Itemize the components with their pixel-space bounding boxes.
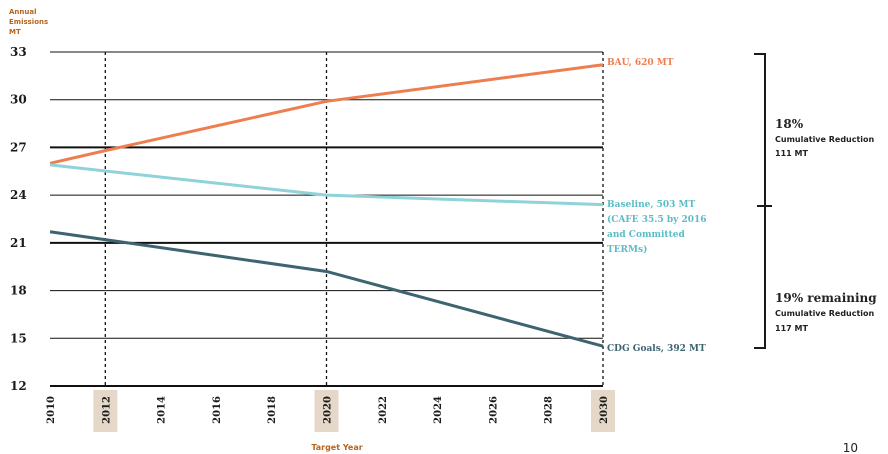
annotation-baseline-line-1: Baseline, 503 MT xyxy=(607,200,695,210)
series-line-cdg-goals xyxy=(49,230,604,348)
annotation-baseline-line-3: and Committed xyxy=(607,230,685,240)
x-tick-label-2026: 2026 xyxy=(488,396,499,424)
bracket-line xyxy=(754,53,766,349)
lower-reduction-label: Cumulative Reduction xyxy=(775,309,875,318)
y-tick-labels: 12 15 18 21 24 27 30 33 xyxy=(10,45,27,393)
x-tick-label-2024: 2024 xyxy=(433,396,444,424)
reference-year-lines xyxy=(104,52,604,386)
y-tick-label-27: 27 xyxy=(10,140,27,154)
x-tick-label-2012: 2012 xyxy=(101,396,112,424)
x-tick-label-2030: 2030 xyxy=(599,396,610,424)
y-tick-label-12: 12 xyxy=(10,379,27,393)
upper-reduction-label: Cumulative Reduction xyxy=(775,135,875,144)
upper-reduction-percent: 18% xyxy=(775,117,804,131)
highlight-box-2020 xyxy=(314,390,339,432)
series-annotations: BAU, 620 MT Baseline, 503 MT (CAFE 35.5 by… xyxy=(607,58,707,354)
y-tick-label-30: 30 xyxy=(10,93,27,107)
highlight-box-2030 xyxy=(591,390,615,432)
x-tick-label-2010: 2010 xyxy=(46,396,57,424)
page-number: 10 xyxy=(843,441,858,454)
annotation-baseline-line-2: (CAFE 35.5 by 2016 xyxy=(607,214,707,225)
y-tick-label-21: 21 xyxy=(10,236,27,250)
annotation-baseline-line-4: TERMs) xyxy=(607,244,647,255)
x-tick-label-2016: 2016 xyxy=(212,396,223,424)
annotation-cdg-line-1: CDG Goals, 392 MT xyxy=(607,344,706,354)
upper-reduction-value: 111 MT xyxy=(775,149,808,158)
y-tick-label-15: 15 xyxy=(10,331,27,345)
series-line-bau xyxy=(49,63,604,165)
y-tick-label-24: 24 xyxy=(10,188,27,202)
x-tick-label-2028: 2028 xyxy=(544,396,555,424)
x-tick-label-2022: 2022 xyxy=(378,396,389,424)
series-lines xyxy=(49,63,604,348)
y-axis-title-line-1: Annual xyxy=(9,8,37,16)
x-tick-label-2020: 2020 xyxy=(323,396,334,424)
highlighted-year-boxes xyxy=(93,390,615,432)
lower-reduction-value: 117 MT xyxy=(775,324,808,333)
lower-reduction-percent: 19% remaining xyxy=(775,291,877,305)
x-tick-label-2018: 2018 xyxy=(267,396,278,424)
x-tick-labels: 2010 2012 2014 2016 2018 2020 2022 2024 2026 2028… xyxy=(46,396,610,424)
y-axis-title-line-3: MT xyxy=(9,28,21,36)
y-tick-label-18: 18 xyxy=(10,284,27,298)
x-axis-title: Target Year xyxy=(311,443,362,452)
series-line-baseline xyxy=(49,163,604,207)
y-tick-label-33: 33 xyxy=(10,45,27,59)
y-axis-title: Annual Emissions MT xyxy=(9,8,48,36)
y-axis-title-line-2: Emissions xyxy=(9,18,48,26)
annotation-bau-line-1: BAU, 620 MT xyxy=(607,58,674,68)
highlight-box-2012 xyxy=(93,390,118,432)
reduction-bracket: 18% Cumulative Reduction 111 MT 19% rema… xyxy=(754,53,877,349)
x-tick-label-2014: 2014 xyxy=(157,396,168,424)
